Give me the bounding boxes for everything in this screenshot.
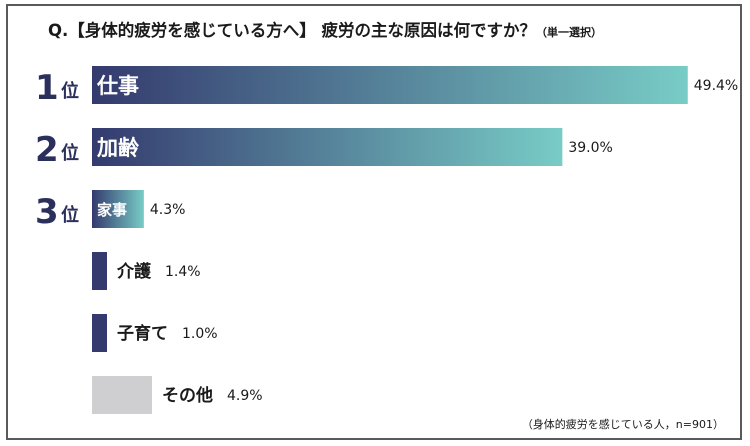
- category-label-2: 加齢: [96, 136, 140, 160]
- bar-4: [92, 252, 107, 290]
- value-label-4: 1.4%: [165, 264, 201, 280]
- rank-number-2: 2: [35, 130, 59, 170]
- bar-2: [92, 128, 563, 166]
- rank-suffix-3: 位: [61, 204, 79, 226]
- sample-note: （身体的疲労を感じている人，n=901）: [521, 418, 724, 431]
- chart-marks: 仕事 49.4% 加齢 39.0% 家事 4.3% 介護 1.4% 子育て 1.0% その他 4.9%…: [35, 66, 738, 414]
- category-label-5: 子育て: [117, 323, 168, 344]
- chart-title: Q.【身体的疲労を感じている方へ】 疲労の主な原因は何ですか？（単一選択）: [48, 17, 602, 41]
- category-label-1: 仕事: [96, 74, 139, 98]
- category-label-3: 家事: [97, 201, 127, 219]
- chart-title-sub: （単一選択）: [536, 26, 603, 39]
- rank-number-1: 1: [35, 68, 59, 108]
- rank-number-3: 3: [35, 192, 59, 232]
- value-label-5: 1.0%: [182, 326, 218, 342]
- value-label-2: 39.0%: [568, 140, 612, 156]
- category-label-6: その他: [162, 385, 213, 406]
- rank-suffix-2: 位: [61, 142, 79, 164]
- value-label-1: 49.4%: [694, 78, 738, 94]
- bar-5: [92, 314, 107, 352]
- bar-3: [92, 190, 144, 228]
- bar-6: [92, 376, 152, 414]
- value-label-3: 4.3%: [150, 202, 186, 218]
- rank-suffix-1: 位: [61, 80, 79, 102]
- category-label-4: 介護: [116, 261, 152, 282]
- chart-title-main: Q.【身体的疲労を感じている方へ】 疲労の主な原因は何ですか？: [48, 21, 537, 40]
- bar-1: [92, 66, 688, 104]
- value-label-6: 4.9%: [227, 388, 263, 404]
